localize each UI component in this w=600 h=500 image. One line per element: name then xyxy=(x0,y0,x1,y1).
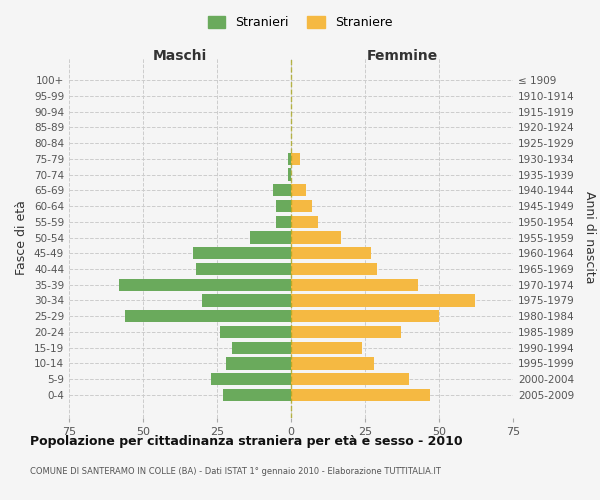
Legend: Stranieri, Straniere: Stranieri, Straniere xyxy=(203,11,397,34)
Bar xyxy=(291,247,371,260)
Bar xyxy=(291,263,377,275)
Bar xyxy=(226,358,291,370)
Y-axis label: Fasce di età: Fasce di età xyxy=(16,200,28,275)
Bar xyxy=(291,294,475,306)
Text: Femmine: Femmine xyxy=(367,48,437,62)
Bar xyxy=(193,247,291,260)
Bar xyxy=(291,358,374,370)
Bar xyxy=(291,216,317,228)
Bar xyxy=(232,342,291,354)
Y-axis label: Anni di nascita: Anni di nascita xyxy=(583,191,596,284)
Bar xyxy=(211,373,291,386)
Bar xyxy=(291,278,418,291)
Bar xyxy=(276,216,291,228)
Bar xyxy=(273,184,291,196)
Bar xyxy=(291,373,409,386)
Bar xyxy=(276,200,291,212)
Bar xyxy=(288,168,291,180)
Bar xyxy=(291,310,439,322)
Bar xyxy=(291,389,430,401)
Text: Maschi: Maschi xyxy=(153,48,207,62)
Text: COMUNE DI SANTERAMO IN COLLE (BA) - Dati ISTAT 1° gennaio 2010 - Elaborazione TU: COMUNE DI SANTERAMO IN COLLE (BA) - Dati… xyxy=(30,468,441,476)
Bar xyxy=(250,232,291,243)
Bar xyxy=(125,310,291,322)
Text: Popolazione per cittadinanza straniera per età e sesso - 2010: Popolazione per cittadinanza straniera p… xyxy=(30,435,463,448)
Bar xyxy=(291,152,300,165)
Bar xyxy=(288,152,291,165)
Bar xyxy=(291,342,362,354)
Bar xyxy=(291,200,312,212)
Bar xyxy=(291,184,306,196)
Bar xyxy=(119,278,291,291)
Bar xyxy=(196,263,291,275)
Bar xyxy=(220,326,291,338)
Bar xyxy=(291,232,341,243)
Bar xyxy=(223,389,291,401)
Bar xyxy=(291,326,401,338)
Bar xyxy=(202,294,291,306)
